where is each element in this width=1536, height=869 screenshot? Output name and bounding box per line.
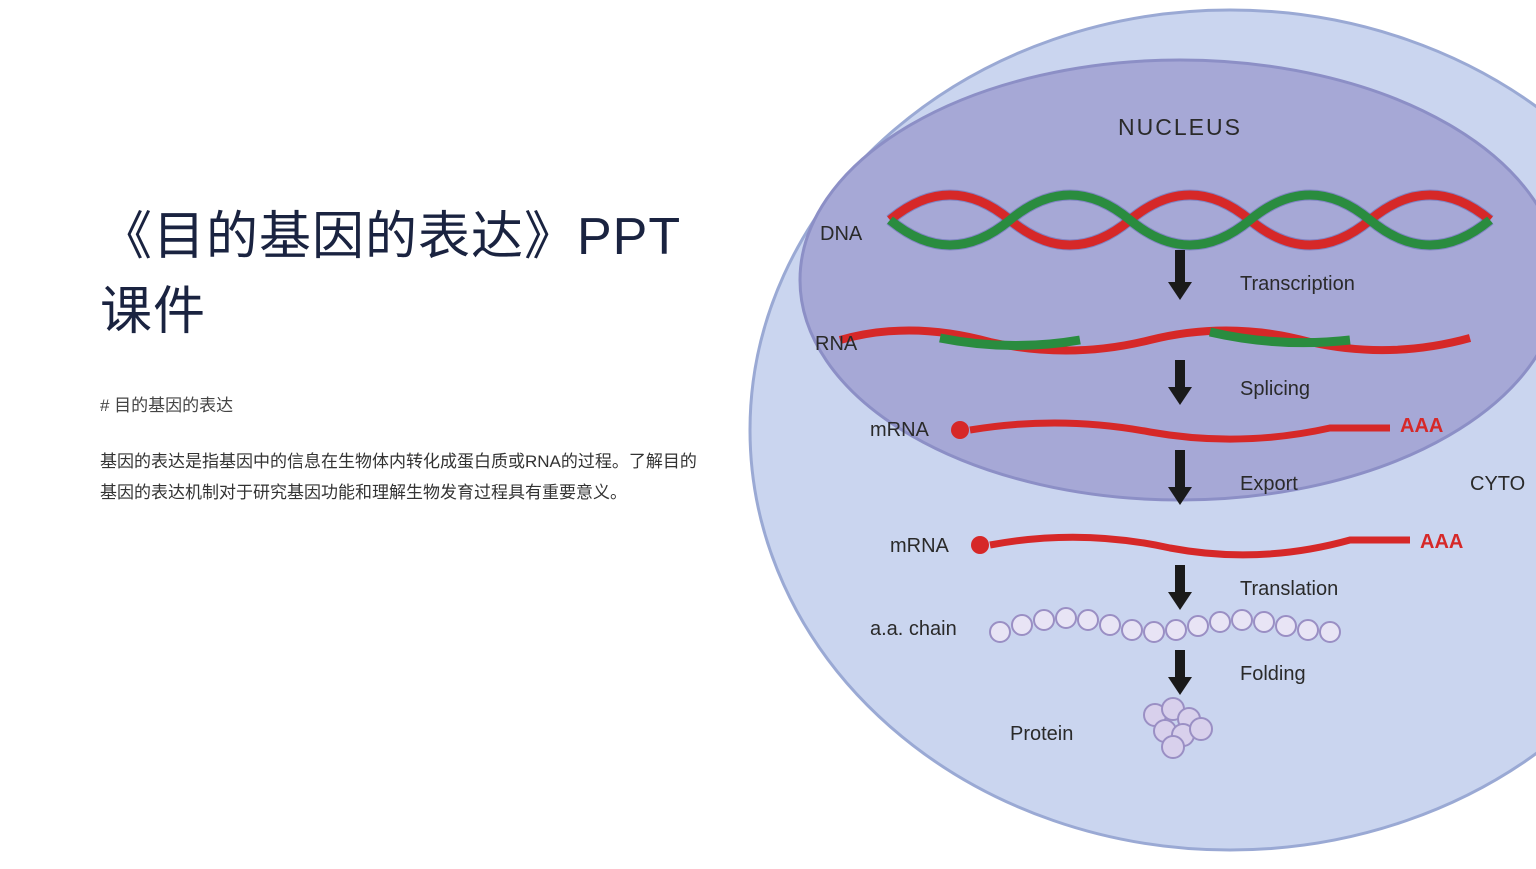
export-label: Export [1240,473,1298,495]
transcription-label: Transcription [1240,273,1355,295]
cyto-label: CYTO [1470,473,1525,495]
mrna2-label: mRNA [890,535,950,557]
nucleus-label: NUCLEUS [1118,114,1242,140]
slide-subtitle: # 目的基因的表达 [100,391,710,416]
aachain-label: a.a. chain [870,618,957,640]
protein-label: Protein [1010,723,1073,745]
text-panel: 《目的基因的表达》PPT课件 # 目的基因的表达 基因的表达是指基因中的信息在生… [0,0,710,864]
mrna1-label: mRNA [870,419,930,441]
rna-label: RNA [815,333,858,355]
aaa2-label: AAA [1420,531,1463,553]
dna-label: DNA [820,223,863,245]
splicing-label: Splicing [1240,378,1310,400]
slide-title: 《目的基因的表达》PPT课件 [100,200,710,351]
translation-label: Translation [1240,578,1338,600]
folding-label: Folding [1240,663,1306,685]
slide-body: 基因的表达是指基因中的信息在生物体内转化成蛋白质或RNA的过程。了解目的基因的表… [100,446,700,509]
gene-expression-diagram: NUCLEUS DNA Transcription RNA [710,0,1536,864]
diagram-panel: NUCLEUS DNA Transcription RNA [710,0,1536,864]
aaa1-label: AAA [1400,415,1443,437]
